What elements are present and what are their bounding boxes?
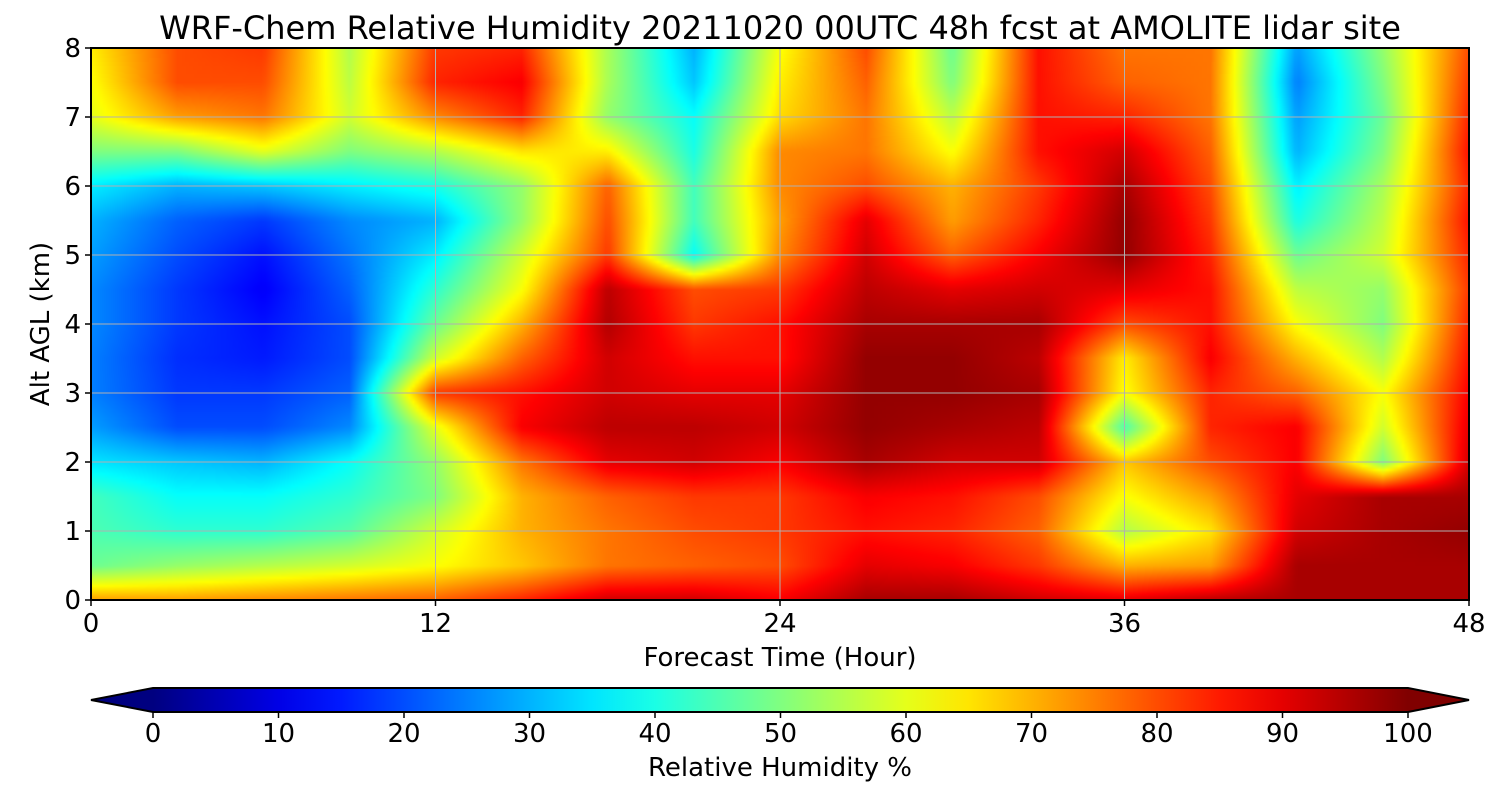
x-tick-label: 24 bbox=[763, 609, 796, 639]
colorbar-ticks: 0 10 20 30 40 50 60 70 80 90 100 bbox=[145, 712, 1433, 749]
chart-title: WRF-Chem Relative Humidity 20211020 00UT… bbox=[159, 9, 1401, 47]
x-tick-label: 0 bbox=[83, 609, 100, 639]
colorbar-tick-label: 20 bbox=[387, 719, 420, 749]
colorbar-tick-label: 60 bbox=[889, 719, 922, 749]
x-axis-ticks: 0 12 24 36 48 bbox=[83, 600, 1486, 639]
y-tick-label: 5 bbox=[64, 241, 81, 271]
colorbar-max-extension bbox=[1408, 688, 1469, 712]
colorbar-tick-label: 40 bbox=[638, 719, 671, 749]
y-axis-label: Alt AGL (km) bbox=[26, 242, 56, 406]
colorbar-tick-label: 70 bbox=[1015, 719, 1048, 749]
colorbar-gradient bbox=[153, 688, 1408, 712]
colorbar-tick-label: 80 bbox=[1140, 719, 1173, 749]
colorbar-label: Relative Humidity % bbox=[648, 753, 912, 783]
y-tick-label: 0 bbox=[64, 586, 81, 616]
x-tick-label: 48 bbox=[1452, 609, 1485, 639]
colorbar-tick-label: 10 bbox=[262, 719, 295, 749]
y-tick-label: 3 bbox=[64, 379, 81, 409]
x-axis-label: Forecast Time (Hour) bbox=[643, 643, 916, 673]
colorbar-tick-label: 50 bbox=[764, 719, 797, 749]
colorbar-tick-label: 90 bbox=[1266, 719, 1299, 749]
y-axis-ticks: 0 1 2 3 4 5 6 7 8 bbox=[64, 34, 91, 616]
colorbar-min-extension bbox=[91, 688, 153, 712]
colorbar-tick-label: 100 bbox=[1383, 719, 1433, 749]
y-tick-label: 4 bbox=[64, 310, 81, 340]
y-tick-label: 6 bbox=[64, 172, 81, 202]
x-tick-label: 12 bbox=[419, 609, 452, 639]
y-tick-label: 7 bbox=[64, 103, 81, 133]
colorbar-tick-label: 30 bbox=[513, 719, 546, 749]
x-tick-label: 36 bbox=[1108, 609, 1141, 639]
y-tick-label: 8 bbox=[64, 34, 81, 64]
colorbar: 0 10 20 30 40 50 60 70 80 90 100 Relative Humidity… bbox=[90, 687, 1470, 783]
colorbar-tick-label: 0 bbox=[145, 719, 162, 749]
y-tick-label: 2 bbox=[64, 448, 81, 478]
y-tick-label: 1 bbox=[64, 517, 81, 547]
